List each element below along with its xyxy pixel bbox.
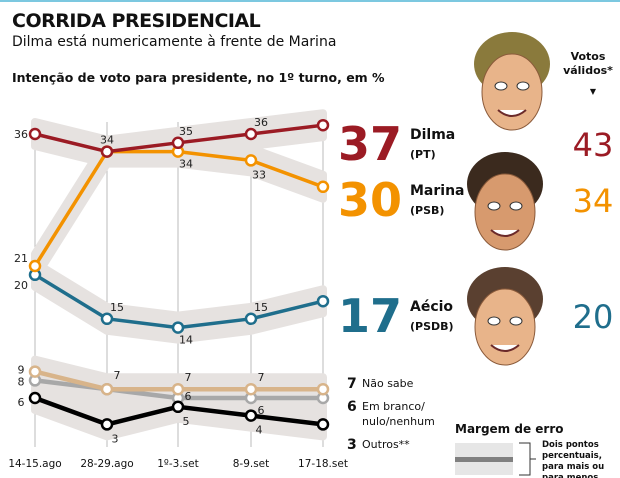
arrow-down-icon: ▼: [590, 87, 597, 96]
data-point: [316, 382, 330, 396]
data-label: 14: [179, 334, 193, 347]
data-label: 34: [179, 158, 193, 171]
data-point: [244, 382, 258, 396]
minor-label: Outros**: [362, 438, 410, 451]
data-point: [244, 312, 258, 326]
data-label: 6: [185, 390, 192, 403]
minor-label: nulo/nenhum: [362, 415, 435, 428]
candidate-party: (PSDB): [410, 320, 454, 333]
aecio-caricature-face: [474, 288, 536, 366]
margin-title: Margem de erro: [455, 422, 564, 436]
candidate-party: (PT): [410, 148, 436, 161]
marina-caricature-eye: [487, 201, 501, 211]
dilma-caricature-eye: [516, 81, 530, 91]
data-point: [244, 127, 258, 141]
data-point: [316, 418, 330, 431]
dilma-caricature-eye: [494, 81, 508, 91]
data-label: 6: [18, 396, 25, 409]
minor-value: 7: [347, 376, 357, 392]
data-point: [28, 365, 42, 378]
aecio-caricature-eye: [509, 316, 523, 326]
aecio-caricature-mouth: [490, 344, 520, 352]
minor-label: Em branco/: [362, 400, 425, 413]
subtitle: Dilma está numericamente à frente de Mar…: [12, 34, 337, 50]
data-label: 9: [18, 364, 25, 377]
data-point: [100, 418, 114, 431]
big-value: 17: [338, 289, 402, 343]
data-point: [171, 136, 185, 150]
data-label: 4: [256, 424, 263, 437]
data-label: 15: [110, 301, 124, 314]
marina-caricature-eye: [509, 201, 523, 211]
data-point: [28, 127, 42, 141]
data-point: [28, 259, 42, 273]
dilma-caricature-mouth: [497, 109, 527, 117]
x-tick-label: 17-18.set: [298, 458, 348, 470]
title: CORRIDA PRESIDENCIAL: [12, 10, 261, 32]
data-point: [100, 312, 114, 326]
bracket: [519, 442, 536, 476]
data-point: [316, 118, 330, 132]
data-point: [28, 391, 42, 405]
valid-votes-header: Votos válidos*: [563, 50, 613, 77]
valid-votes-value: 20: [573, 298, 614, 336]
x-tick-label: 8-9.set: [233, 458, 270, 470]
data-label: 15: [254, 301, 268, 314]
data-label: 34: [100, 134, 114, 147]
data-point: [171, 382, 185, 396]
candidate-name: Marina: [410, 183, 465, 199]
margin-legend-line: [455, 457, 513, 462]
data-label: 20: [14, 279, 28, 292]
marina-caricature-face: [474, 173, 536, 251]
x-tick-label: 1º-3.set: [157, 458, 198, 470]
minor-value: 3: [347, 437, 357, 453]
data-label: 5: [183, 415, 190, 428]
margin-note: para mais ou: [542, 462, 604, 472]
data-point: [100, 145, 114, 158]
big-value: 37: [338, 117, 402, 171]
data-label: 21: [14, 252, 28, 265]
candidate-name: Dilma: [410, 127, 455, 143]
valid-votes-value: 34: [573, 182, 614, 220]
margin-of-error-band: [31, 135, 327, 282]
dilma-caricature-face: [481, 53, 543, 131]
data-label: 35: [179, 125, 193, 138]
candidate-name: Aécio: [410, 299, 453, 315]
data-label: 7: [258, 371, 265, 384]
valid-votes-value: 43: [573, 126, 614, 164]
x-tick-label: 14-15.ago: [8, 458, 61, 470]
margin-note: Dois pontos: [542, 440, 599, 450]
chart-title: Intenção de voto para presidente, no 1º …: [12, 70, 385, 85]
data-label: 33: [252, 168, 266, 181]
data-point: [171, 400, 185, 414]
marina-caricature-mouth: [490, 229, 520, 237]
data-point: [316, 294, 330, 308]
candidate-party: (PSB): [410, 204, 444, 217]
big-value: 30: [338, 173, 402, 227]
margin-note: percentuais,: [542, 451, 602, 461]
minor-label: Não sabe: [362, 377, 414, 390]
data-point: [171, 321, 185, 334]
data-point: [100, 382, 114, 396]
margin-note: para menos: [542, 473, 598, 478]
data-label: 8: [18, 375, 25, 388]
data-label: 7: [114, 369, 121, 382]
data-point: [244, 409, 258, 422]
minor-value: 6: [347, 399, 357, 415]
data-label: 3: [112, 432, 119, 445]
data-point: [316, 180, 330, 194]
data-label: 36: [14, 128, 28, 141]
data-label: 36: [254, 116, 268, 129]
aecio-caricature-eye: [487, 316, 501, 326]
data-point: [244, 154, 258, 167]
data-label: 7: [185, 371, 192, 384]
x-tick-label: 28-29.ago: [80, 458, 133, 470]
data-label: 6: [258, 404, 265, 417]
